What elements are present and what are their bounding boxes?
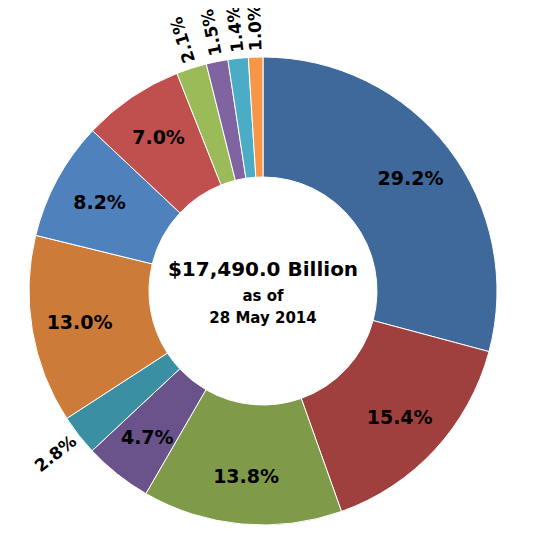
svg-text:2.8%: 2.8%	[31, 431, 80, 476]
html-text:as of: as of	[242, 287, 284, 305]
html-text:28 May 2014: 28 May 2014	[209, 309, 317, 327]
svg-text:13.8%: 13.8%	[213, 465, 279, 487]
svg-text:8.2%: 8.2%	[73, 191, 126, 213]
svg-text:4.7%: 4.7%	[121, 426, 174, 448]
svg-text:1.5%: 1.5%	[197, 8, 226, 58]
svg-text:7.0%: 7.0%	[132, 126, 185, 148]
svg-text:1.0%: 1.0%	[244, 8, 265, 51]
html-text:$17,490.0 Billion: $17,490.0 Billion	[167, 257, 359, 281]
svg-text:13.0%: 13.0%	[47, 311, 113, 333]
svg-text:15.4%: 15.4%	[367, 406, 433, 428]
svg-text:29.2%: 29.2%	[378, 167, 444, 189]
svg-text:2.1%: 2.1%	[166, 15, 199, 66]
